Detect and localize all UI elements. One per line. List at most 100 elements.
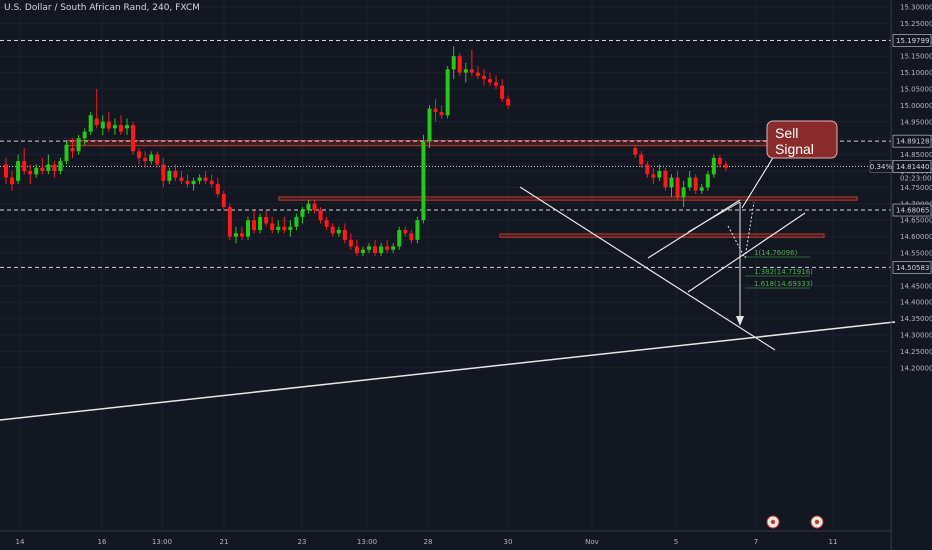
callout-pointer: [741, 155, 775, 209]
price-tick-label: 14.30000: [900, 332, 932, 340]
support-zone: [499, 233, 825, 238]
candle-body: [669, 177, 674, 188]
candle-body: [373, 246, 378, 253]
time-tick-label: 21: [220, 538, 229, 546]
projection-arrow-head: [736, 316, 744, 326]
candle-body: [10, 177, 15, 185]
candle-body: [427, 108, 432, 142]
candle-body: [125, 125, 129, 129]
fib-level-label: 1(14.76096): [754, 249, 798, 257]
price-tick-label: 14.20000: [900, 364, 932, 372]
price-tick-label: 15.15000: [900, 53, 932, 61]
candle-body: [100, 121, 105, 129]
candle-body: [131, 125, 136, 152]
candle-body: [699, 187, 704, 191]
candle-body: [221, 193, 226, 208]
candle-body: [306, 203, 311, 211]
candle-body: [415, 220, 420, 240]
time-tick-label: 7: [754, 538, 758, 546]
time-tick-label: 13:00: [152, 538, 172, 546]
price-tick-label: 14.60000: [900, 233, 932, 241]
candle-body: [209, 180, 214, 185]
candle-body: [137, 151, 142, 158]
candle-body: [645, 164, 650, 175]
candle-body: [191, 180, 196, 185]
descending-trendline: [519, 186, 776, 351]
candle-body: [118, 125, 123, 132]
price-tick-label: 15.25000: [900, 20, 932, 28]
time-tick-label: 28: [424, 538, 433, 546]
candle-body: [367, 246, 371, 250]
candle-body: [475, 72, 480, 76]
candle-body: [717, 157, 722, 165]
candle-body: [687, 177, 692, 188]
candle-body: [246, 220, 250, 237]
candle-body: [239, 233, 244, 237]
candle-body: [167, 171, 172, 181]
change-pct-box: [869, 160, 893, 173]
level-label: 14.89128: [896, 138, 929, 146]
candle-body: [106, 121, 111, 129]
bar-countdown: 02:23:00: [900, 174, 931, 182]
resistance-support-zones: [66, 139, 858, 238]
candle-body: [403, 230, 408, 234]
candle-body: [481, 75, 486, 80]
candle-body: [439, 111, 444, 116]
candle-body: [633, 148, 638, 155]
candle-body: [693, 177, 698, 191]
candle-body: [354, 246, 359, 253]
level-label-box: [892, 34, 932, 47]
candle-body: [70, 148, 75, 152]
candle-body: [258, 216, 263, 231]
candle-body: [300, 210, 305, 217]
candle-body: [82, 131, 87, 139]
level-label: 14.68065: [896, 207, 929, 215]
candle-body: [711, 157, 716, 175]
time-tick-label: 5: [674, 538, 678, 546]
candle-body: [342, 230, 347, 240]
level-label-box: [892, 261, 932, 274]
candle-body: [723, 164, 728, 168]
candle-body: [179, 177, 184, 181]
change-pct-label: 0.34%: [870, 163, 893, 171]
candle-body: [324, 220, 329, 227]
candle-body: [463, 69, 468, 73]
candle-body: [161, 164, 166, 181]
time-tick-label: Nov: [585, 538, 599, 546]
price-tick-label: 14.35000: [900, 315, 932, 323]
time-tick-label: 30: [504, 538, 513, 546]
fib-level-label: 1.382(14.71916): [754, 268, 813, 276]
candle-body: [500, 85, 505, 99]
channel-upper-short: [687, 201, 741, 233]
candle-body: [397, 230, 402, 247]
price-tick-label: 14.45000: [900, 282, 932, 290]
price-tick-label: 14.40000: [900, 299, 932, 307]
level-label-box: [892, 203, 932, 217]
price-axis[interactable]: 15.3000015.2500015.2000015.1500015.10000…: [869, 0, 932, 550]
candle-body: [233, 233, 238, 237]
candle-body: [52, 164, 57, 171]
candle-body: [173, 171, 178, 178]
candle-body: [675, 177, 680, 198]
callout-line-2: Signal: [775, 141, 814, 157]
candle-body: [360, 249, 365, 253]
candle-body: [270, 223, 275, 231]
price-tick-label: 15.00000: [900, 102, 932, 110]
candle-body: [294, 216, 299, 227]
candle-body: [40, 167, 45, 171]
footer-icons[interactable]: [766, 515, 824, 529]
time-tick-label: 11: [829, 538, 838, 546]
callout-line-1: Sell: [775, 125, 798, 141]
time-axis[interactable]: 14 16 13:00 21 23 13:00 28 30 Nov 5 7 11: [0, 530, 891, 546]
time-tick-label: 14: [16, 538, 25, 546]
candle-body: [88, 115, 93, 132]
fib-level-label: 1.618(14.69333): [754, 280, 813, 288]
candle-body: [34, 167, 39, 175]
level-label: 14.50583: [896, 264, 929, 272]
candle-body: [276, 226, 281, 231]
price-tick-label: 14.75000: [900, 184, 932, 192]
price-tick-label: 14.85000: [900, 151, 932, 159]
candle-body: [651, 174, 656, 178]
